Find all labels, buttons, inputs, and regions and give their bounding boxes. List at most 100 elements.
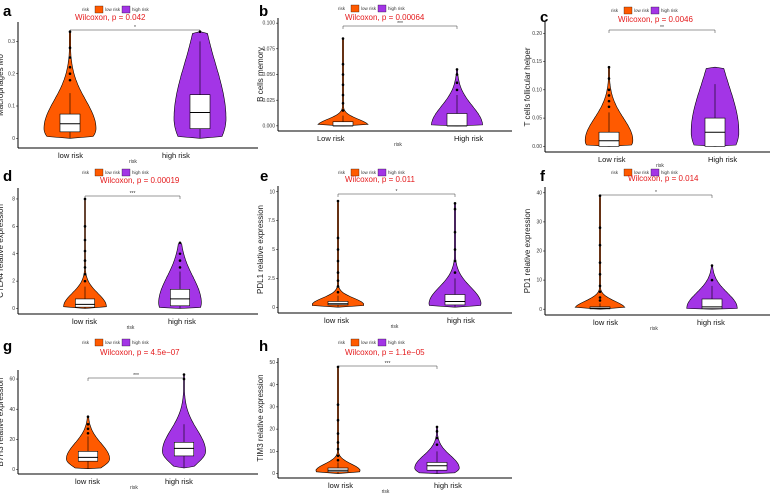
outlier-point [336, 271, 340, 274]
outlier-point [83, 259, 87, 262]
y-tick-label: 7.5 [268, 218, 275, 224]
y-tick-label: 0.00 [532, 144, 542, 150]
boxplot-box [59, 113, 81, 133]
significance-stars: *** [385, 361, 391, 367]
y-tick-label: 0.10 [532, 87, 542, 93]
outlier-point [710, 278, 714, 282]
outlier-point [86, 422, 90, 426]
significance-stars: *** [130, 191, 136, 197]
y-axis-title: Macrophages M0 [0, 54, 5, 116]
outlier-point [341, 83, 345, 87]
outlier-point [336, 199, 340, 203]
significance-stars: ** [660, 25, 664, 31]
x-tick-label: high risk [165, 477, 193, 486]
legend-title: risk [82, 340, 90, 345]
outlier-point [83, 249, 87, 253]
x-axis-title: risk [650, 326, 658, 332]
y-tick-label: 8 [12, 197, 15, 203]
boxplot-box [173, 442, 195, 457]
panel-b: b risk low risk high risk Wilcoxon, p = 0.00… [256, 3, 512, 148]
x-tick-label: Low risk [317, 134, 345, 143]
legend-swatch-high [121, 5, 131, 14]
pvalue-label: Wilcoxon, p = 4.5e−07 [100, 348, 180, 357]
y-axis-title: B cells memory [256, 47, 265, 102]
panel-c: c risk low risk high risk Wilcoxon, p = 0.00… [523, 6, 770, 169]
legend-swatch-low [350, 338, 360, 347]
boxplot-box [189, 94, 211, 129]
y-tick-label: 0.075 [262, 46, 275, 52]
x-tick-label: High risk [454, 134, 483, 143]
outlier-point [83, 197, 87, 201]
panel-label: a [3, 3, 12, 20]
boxplot-box [598, 131, 620, 147]
legend-swatch-high [121, 168, 131, 177]
y-tick-label: 0.1 [8, 104, 15, 110]
x-tick-label: high risk [168, 317, 196, 326]
y-tick-label: 0.100 [262, 21, 275, 27]
x-tick-label: high risk [162, 151, 190, 160]
outlier-point [341, 62, 345, 66]
y-tick-label: 10 [269, 449, 275, 455]
y-tick-label: 20 [9, 437, 15, 443]
x-axis-title: risk [130, 485, 138, 491]
boxplot-box [446, 113, 468, 127]
outlier-point [83, 279, 87, 283]
outlier-point [710, 264, 714, 267]
significance-stars: * [134, 25, 136, 31]
outlier-point [435, 430, 439, 433]
outlier-point [178, 241, 182, 245]
y-tick-label: 10 [536, 278, 542, 284]
y-tick-label: 20 [536, 249, 542, 255]
boxplot-box [444, 294, 466, 306]
violin-low [317, 38, 369, 127]
y-axis-title: PDL1 relative expression [256, 205, 265, 294]
legend-label-low: low risk [361, 340, 377, 345]
x-tick-label: low risk [75, 477, 100, 486]
x-tick-label: low risk [328, 481, 353, 490]
outlier-point [453, 248, 457, 251]
significance-bracket [84, 195, 181, 199]
outlier-point [83, 238, 87, 242]
outlier-point [607, 65, 611, 69]
pvalue-label: Wilcoxon, p = 0.00064 [345, 13, 425, 22]
outlier-point [86, 415, 90, 419]
pvalue-label: Wilcoxon, p = 0.011 [345, 175, 415, 184]
y-tick-label: 30 [269, 404, 275, 410]
significance-bracket [608, 29, 716, 33]
panel-label: b [259, 3, 268, 20]
y-tick-label: 0 [539, 307, 542, 313]
boxplot-box [77, 451, 99, 462]
panel-label: f [540, 168, 546, 185]
outlier-point [607, 88, 611, 92]
y-tick-label: 0 [12, 136, 15, 142]
outlier-point [598, 261, 602, 264]
legend-label-high: high risk [132, 7, 150, 12]
y-tick-label: 40 [536, 190, 542, 196]
legend-swatch-high [377, 168, 387, 177]
panel-label: c [540, 9, 548, 26]
outlier-point [336, 236, 340, 240]
legend-swatch-high [377, 338, 387, 347]
y-tick-label: 0 [12, 306, 15, 312]
y-tick-label: 20 [269, 427, 275, 433]
panel-h: h risk low risk high risk Wilcoxon, p = 1.1e… [256, 338, 512, 495]
outlier-point [178, 266, 182, 269]
outlier-point [68, 30, 72, 33]
outlier-point [607, 105, 611, 109]
outlier-point [607, 99, 611, 103]
y-tick-label: 2 [12, 279, 15, 285]
x-axis-title: risk [129, 159, 137, 165]
outlier-point [455, 68, 459, 71]
y-tick-label: 40 [269, 382, 275, 388]
legend-swatch-high [650, 168, 660, 177]
legend-title: risk [611, 8, 619, 13]
outlier-point [598, 299, 602, 302]
outlier-point [68, 46, 72, 50]
y-tick-label: 40 [9, 407, 15, 413]
pvalue-label: Wilcoxon, p = 1.1e−05 [345, 348, 425, 357]
outlier-point [453, 259, 457, 263]
